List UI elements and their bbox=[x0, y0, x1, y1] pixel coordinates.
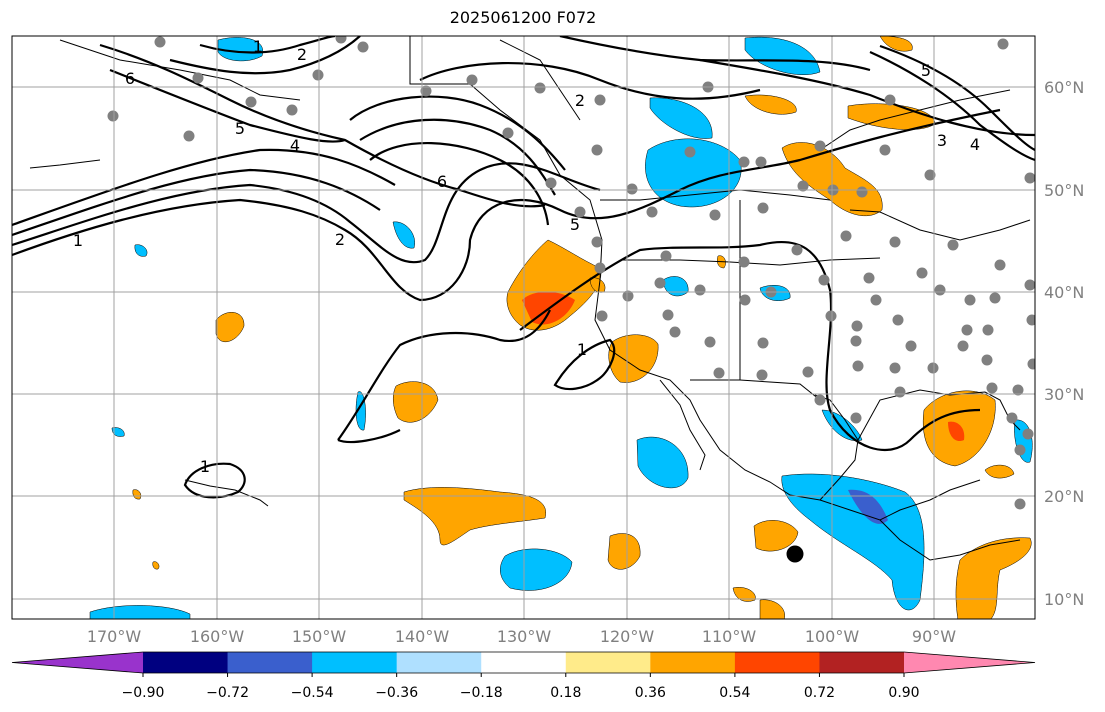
colorbar-tick-label: 0.54 bbox=[719, 685, 750, 701]
colorbar-segment bbox=[143, 652, 229, 673]
lon-label: 110°W bbox=[702, 627, 757, 646]
contour-label: 1 bbox=[73, 231, 83, 250]
contour-label: 4 bbox=[970, 135, 980, 154]
lon-label: 90°W bbox=[912, 627, 956, 646]
contour-label: 1 bbox=[577, 340, 587, 359]
lon-label: 150°W bbox=[292, 627, 347, 646]
colorbar-tick-label: −0.18 bbox=[460, 685, 503, 701]
colorbar-segment bbox=[12, 652, 143, 673]
colorbar-tick-label: 0.18 bbox=[550, 685, 581, 701]
colorbar-segment bbox=[734, 652, 820, 673]
map-frame bbox=[11, 35, 1036, 620]
contour-label: 4 bbox=[290, 136, 300, 155]
lon-label: 140°W bbox=[395, 627, 450, 646]
map-title: 2025061200 F072 bbox=[449, 8, 597, 27]
contour-label: 1 bbox=[253, 37, 263, 56]
contour-label: 6 bbox=[437, 172, 447, 191]
lon-label: 160°W bbox=[190, 627, 245, 646]
colorbar-tick-label: −0.54 bbox=[291, 685, 334, 701]
contour-lines bbox=[12, 36, 1035, 499]
lat-label: 60°N bbox=[1044, 78, 1084, 97]
colorbar-segment bbox=[312, 652, 398, 673]
colorbar-segment bbox=[650, 652, 736, 673]
contour-label: 6 bbox=[125, 69, 135, 88]
colorbar-tick-label: 0.36 bbox=[635, 685, 666, 701]
colorbar-segment bbox=[396, 652, 482, 673]
colorbar bbox=[11, 651, 1036, 674]
lat-label: 40°N bbox=[1044, 283, 1084, 302]
colorbar-segment bbox=[227, 652, 313, 673]
contour-label: 5 bbox=[235, 119, 245, 138]
colorbar-tick-label: 0.72 bbox=[804, 685, 835, 701]
lat-label: 20°N bbox=[1044, 487, 1084, 506]
colorbar-tick-label: 0.90 bbox=[888, 685, 919, 701]
contour-label: 3 bbox=[937, 131, 947, 150]
contour-label: 5 bbox=[570, 215, 580, 234]
lon-label: 130°W bbox=[497, 627, 552, 646]
lat-label: 10°N bbox=[1044, 590, 1084, 609]
colorbar-tick-label: −0.72 bbox=[206, 685, 249, 701]
lat-label: 50°N bbox=[1044, 181, 1084, 200]
colorbar-segment bbox=[565, 652, 651, 673]
colorbar-segment bbox=[481, 652, 567, 673]
gridlines bbox=[12, 36, 1035, 619]
contour-label: 1 bbox=[200, 457, 210, 476]
colorbar-tick-label: −0.90 bbox=[122, 685, 165, 701]
colorbar-segment bbox=[819, 652, 905, 673]
lon-label: 120°W bbox=[600, 627, 655, 646]
lon-label: 100°W bbox=[805, 627, 860, 646]
contour-label: 2 bbox=[575, 91, 585, 110]
lat-label: 30°N bbox=[1044, 385, 1084, 404]
lon-label: 170°W bbox=[87, 627, 142, 646]
colorbar-tick-label: −0.36 bbox=[375, 685, 418, 701]
colorbar-tick-labels: −0.90 −0.72 −0.54 −0.36 −0.18 0.18 0.36 0.54 0.7… bbox=[122, 673, 920, 701]
contour-label: 5 bbox=[921, 61, 931, 80]
contour-label: 2 bbox=[335, 230, 345, 249]
station-markers bbox=[107, 36, 1035, 510]
highlight-marker bbox=[786, 545, 804, 563]
contour-label-group: 1 2 6 5 4 2 6 5 1 2 1 1 3 4 5 bbox=[73, 37, 980, 476]
contour-label: 2 bbox=[297, 45, 307, 64]
latitude-labels: 60°N 50°N 40°N 30°N 20°N 10°N bbox=[1044, 78, 1084, 609]
colorbar-segment bbox=[904, 652, 1035, 673]
longitude-labels: 170°W 160°W 150°W 140°W 130°W 120°W 110°… bbox=[87, 627, 956, 646]
